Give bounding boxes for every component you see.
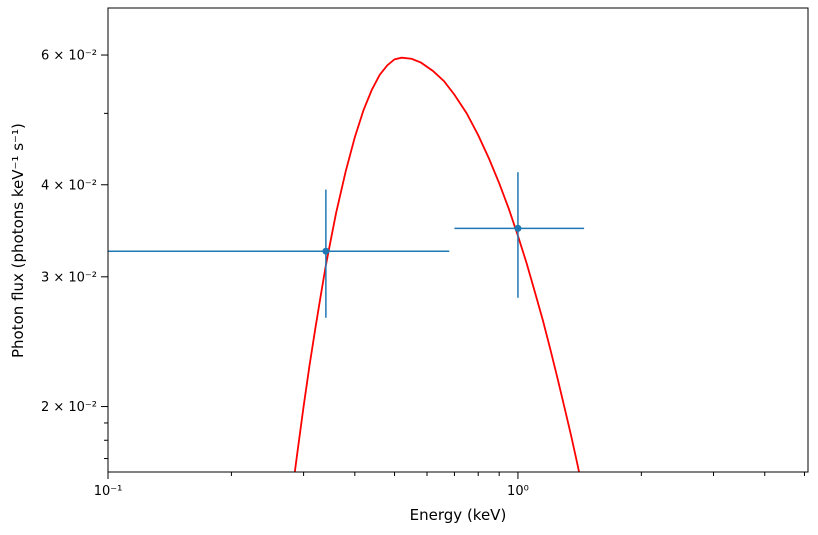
x-tick-label: 10⁰ — [507, 484, 529, 499]
y-tick-label: 3 × 10⁻² — [41, 270, 97, 285]
y-tick-label: 6 × 10⁻² — [41, 49, 97, 64]
data-point-marker — [322, 247, 330, 255]
y-axis-label: Photon flux (photons keV⁻¹ s⁻¹) — [9, 122, 27, 358]
plot-border — [107, 7, 809, 473]
model-curve — [293, 56, 580, 472]
y-tick-label: 2 × 10⁻² — [41, 400, 97, 415]
data-point-marker — [514, 224, 522, 232]
x-axis-label: Energy (keV) — [409, 506, 507, 524]
x-tick-label: 10⁻¹ — [94, 484, 123, 499]
y-tick-label: 4 × 10⁻² — [41, 178, 97, 193]
